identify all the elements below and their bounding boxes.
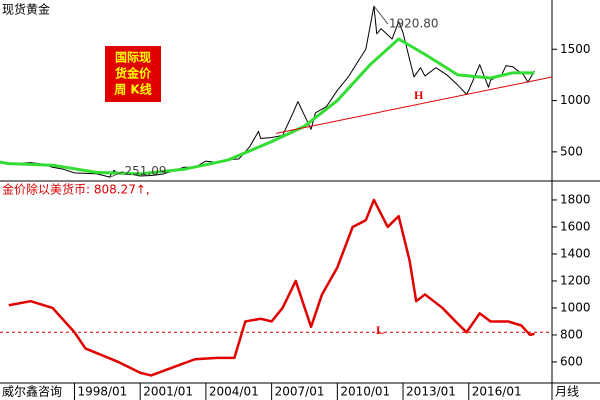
value-annotation: 251.09 [125,164,167,178]
pointer [373,5,389,25]
value-annotation: 1920.80 [389,17,439,31]
chart-title: 现货黄金 [2,2,50,17]
series-line [0,37,535,176]
x-tick-label: 2010/01 [340,385,390,399]
source: 威尔鑫咨询 [2,384,62,399]
label-box [105,46,161,102]
x-tick-label: 2013/01 [406,385,456,399]
y-tick-label: 1000 [560,93,591,107]
pointer [109,170,124,178]
y-tick-label: 500 [560,144,583,158]
y-tick-label: 1400 [560,246,591,260]
series-line [8,198,535,377]
label-box-text: 周 K线 [114,82,151,97]
label-box-text: 货金价 [115,66,152,81]
x-tick-label: 2007/01 [275,385,325,399]
y-tick-label: 1800 [560,192,591,206]
y-tick-label: 800 [560,327,583,341]
x-tick-label: 2001/01 [143,385,193,399]
trend-label: H [414,88,424,102]
y-tick-label: 1500 [560,42,591,56]
x-unit: 月线 [555,385,579,399]
level-label: L [376,323,384,337]
y-tick-label: 1200 [560,273,591,287]
y-tick-label: 1000 [560,300,591,314]
x-tick-label: 2016/01 [472,385,522,399]
trend-line [275,76,553,134]
y-tick-label: 1600 [560,219,591,233]
series-line [8,5,535,178]
label-box-text: 国际现 [115,51,151,65]
x-tick-label: 2004/01 [209,385,259,399]
panel-title: 金价除以美货币: 808.27↑, [2,182,150,197]
x-tick-label: 1998/01 [77,385,127,399]
y-tick-label: 600 [560,354,583,368]
